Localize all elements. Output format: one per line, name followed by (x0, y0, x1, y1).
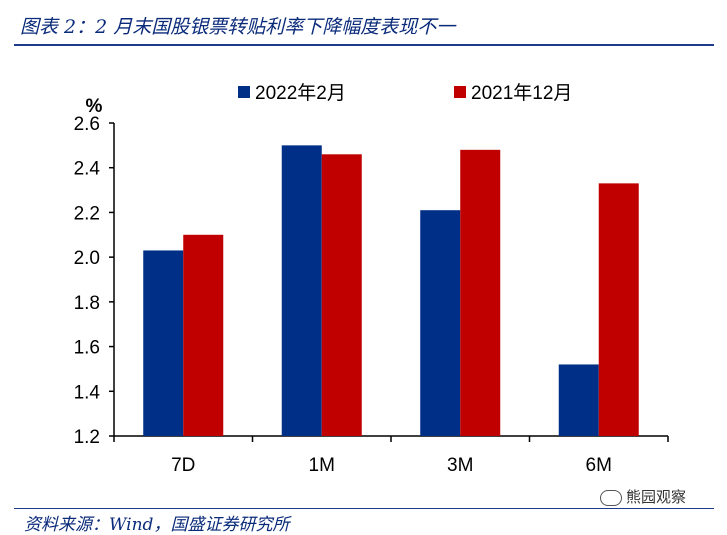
bar-series2-6M (598, 183, 639, 436)
footer-divider (14, 508, 714, 509)
y-unit-label: % (86, 96, 103, 117)
x-tick-label: 7D (171, 455, 195, 476)
bar-series2-7D (183, 234, 224, 436)
source-note: 资料来源：Wind，国盛证券研究所 (24, 515, 290, 535)
y-tick-label: 1.6 (74, 338, 100, 359)
legend-label: 2021年12月 (471, 82, 572, 104)
y-tick-label: 2.4 (74, 159, 101, 180)
legend-swatch (454, 86, 466, 98)
watermark-text: 熊园观察 (626, 488, 687, 506)
chart-title: 图表 2：2 月末国股银票转贴利率下降幅度表现不一 (20, 16, 456, 38)
x-tick-label: 6M (586, 455, 612, 476)
y-tick-label: 1.2 (74, 427, 100, 448)
legend-swatch (238, 86, 250, 98)
title-divider (14, 44, 714, 46)
bar-series2-3M (460, 149, 501, 437)
bar-series1-6M (558, 364, 599, 436)
bar-series1-3M (420, 210, 461, 436)
y-tick-label: 2.6 (74, 114, 100, 135)
bar-series2-1M (321, 154, 362, 437)
y-tick-label: 1.8 (74, 293, 100, 314)
y-tick-label: 1.4 (74, 382, 101, 403)
x-axis: 7D 1M 3M 6M (113, 435, 669, 476)
y-tick-label: 2.2 (74, 203, 100, 224)
bar-series1-7D (143, 250, 184, 436)
legend-label: 2022年2月 (255, 82, 346, 104)
x-tick-label: 1M (309, 455, 335, 476)
y-axis: 1.2 1.4 1.6 1.8 2.0 2.2 2.4 2.6 (74, 114, 115, 448)
watermark: 熊园观察 (600, 486, 686, 507)
y-tick-label: 2.0 (74, 248, 100, 269)
bars (143, 145, 639, 437)
legend: 2022年2月 2021年12月 (238, 82, 572, 104)
bar-series1-1M (281, 145, 322, 436)
wechat-icon (600, 489, 622, 506)
x-tick-label: 3M (447, 455, 473, 476)
